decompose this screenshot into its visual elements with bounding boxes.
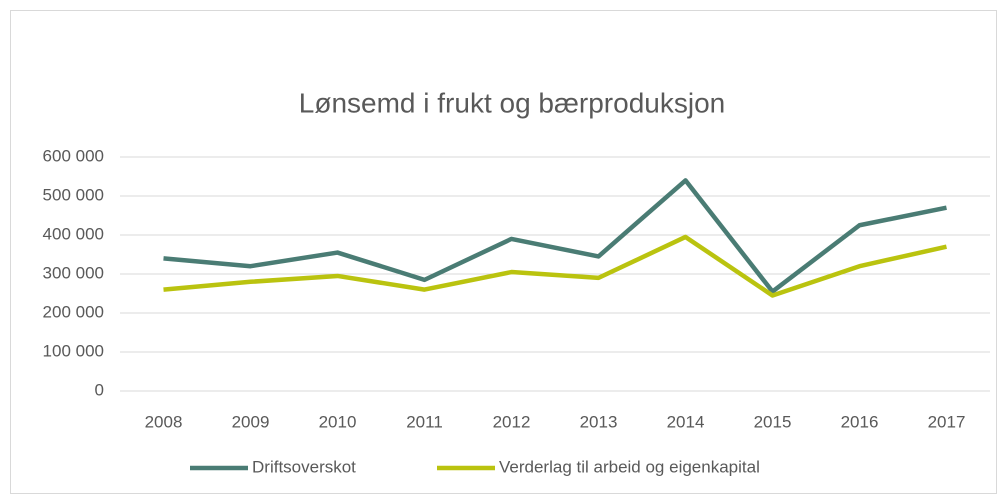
- legend-label: Driftsoverskot: [252, 457, 356, 476]
- x-tick-label: 2008: [145, 412, 183, 431]
- x-tick-label: 2011: [406, 412, 443, 431]
- x-tick-label: 2013: [580, 412, 618, 431]
- chart-border: [10, 10, 997, 494]
- y-tick-label: 400 000: [43, 224, 104, 243]
- y-tick-label: 100 000: [43, 341, 104, 360]
- x-tick-label: 2012: [493, 412, 531, 431]
- legend-label: Verderlag til arbeid og eigenkapital: [499, 457, 760, 476]
- x-tick-label: 2010: [319, 412, 357, 431]
- x-tick-label: 2016: [841, 412, 879, 431]
- x-tick-label: 2015: [754, 412, 792, 431]
- y-tick-label: 200 000: [43, 302, 104, 321]
- x-tick-label: 2009: [232, 412, 270, 431]
- chart-title: Lønsemd i frukt og bærproduksjon: [299, 87, 725, 118]
- x-tick-label: 2017: [928, 412, 966, 431]
- y-tick-label: 600 000: [43, 146, 104, 165]
- y-tick-label: 300 000: [43, 263, 104, 282]
- x-tick-label: 2014: [667, 412, 705, 431]
- y-tick-label: 0: [95, 380, 104, 399]
- series-line: [163, 178, 947, 294]
- series-line: [163, 234, 947, 298]
- y-tick-label: 500 000: [43, 185, 104, 204]
